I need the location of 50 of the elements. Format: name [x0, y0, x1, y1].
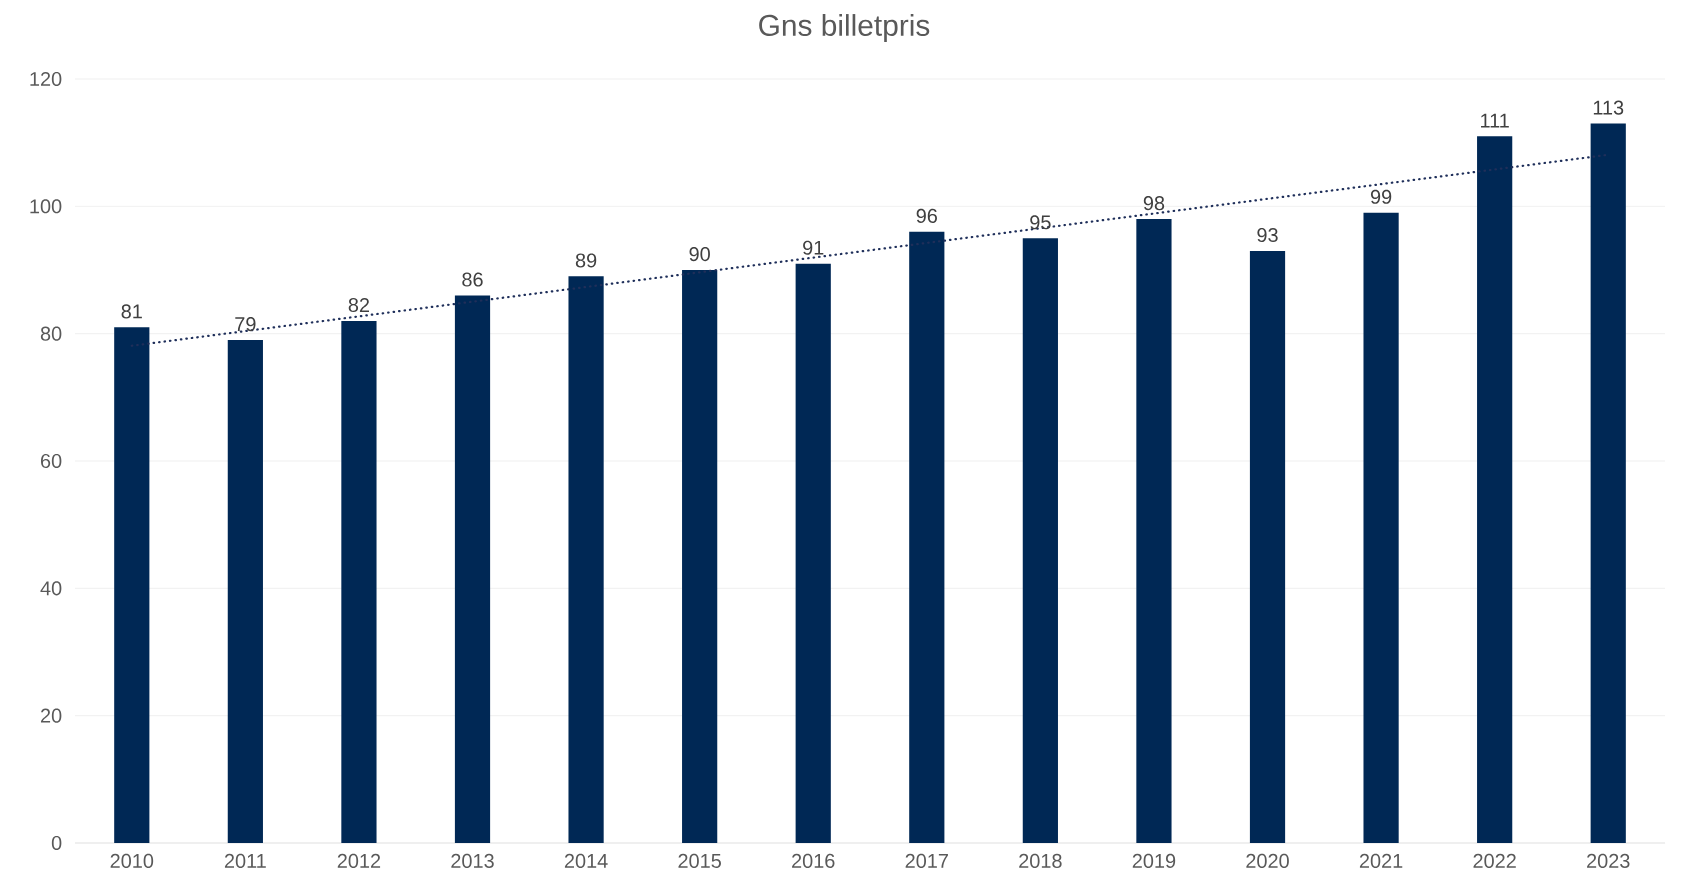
bar [909, 231, 945, 843]
y-tick-label: 100 [30, 199, 62, 214]
bar [114, 327, 150, 843]
chart-title: Gns billetpris [759, 14, 930, 42]
y-tick-label: 60 [41, 453, 62, 469]
data-label: 113 [1593, 100, 1624, 115]
data-label: 86 [462, 272, 483, 287]
x-tick-label: 2020 [1246, 853, 1289, 868]
x-tick-label: 2015 [678, 853, 721, 868]
bar [1022, 238, 1058, 843]
x-tick-label: 2012 [337, 853, 381, 868]
bar [568, 276, 604, 843]
bar [1136, 219, 1172, 843]
data-label: 99 [1370, 189, 1392, 204]
bar [1363, 212, 1399, 843]
data-label: 98 [1143, 196, 1165, 211]
bar [682, 269, 718, 843]
bar [1590, 123, 1626, 843]
data-label: 96 [916, 208, 937, 223]
bar [227, 340, 263, 843]
x-tick-label: 2013 [451, 853, 494, 868]
x-tick-label: 2010 [110, 853, 154, 868]
x-tick-label: 2011 [224, 853, 266, 868]
data-label: 82 [348, 297, 370, 313]
bar [1249, 250, 1286, 843]
data-label: 93 [1257, 227, 1278, 243]
data-label: 89 [575, 253, 597, 268]
y-tick-label: 40 [40, 581, 62, 596]
x-tick-label: 2017 [905, 853, 948, 868]
y-tick-label: 20 [41, 708, 62, 723]
data-label: 111 [1481, 113, 1509, 128]
y-tick-label: 120 [30, 71, 62, 87]
x-tick-label: 2022 [1473, 853, 1516, 868]
data-label: 90 [689, 247, 710, 262]
data-label: 81 [121, 304, 142, 319]
data-label: 79 [235, 317, 256, 332]
x-tick-label: 2018 [1019, 853, 1062, 868]
bar [795, 263, 831, 843]
x-tick-label: 2016 [792, 853, 835, 868]
x-tick-label: 2019 [1132, 853, 1176, 868]
bar [341, 320, 377, 843]
bar [454, 295, 491, 843]
x-tick-label: 2014 [564, 853, 608, 868]
data-label: 91 [803, 240, 824, 255]
bar [1477, 136, 1513, 843]
y-tick-label: 80 [40, 326, 62, 341]
x-tick-label: 2023 [1587, 853, 1630, 868]
data-label: 95 [1030, 215, 1051, 230]
y-tick-label: 0 [51, 835, 62, 851]
x-tick-label: 2021 [1359, 853, 1403, 868]
